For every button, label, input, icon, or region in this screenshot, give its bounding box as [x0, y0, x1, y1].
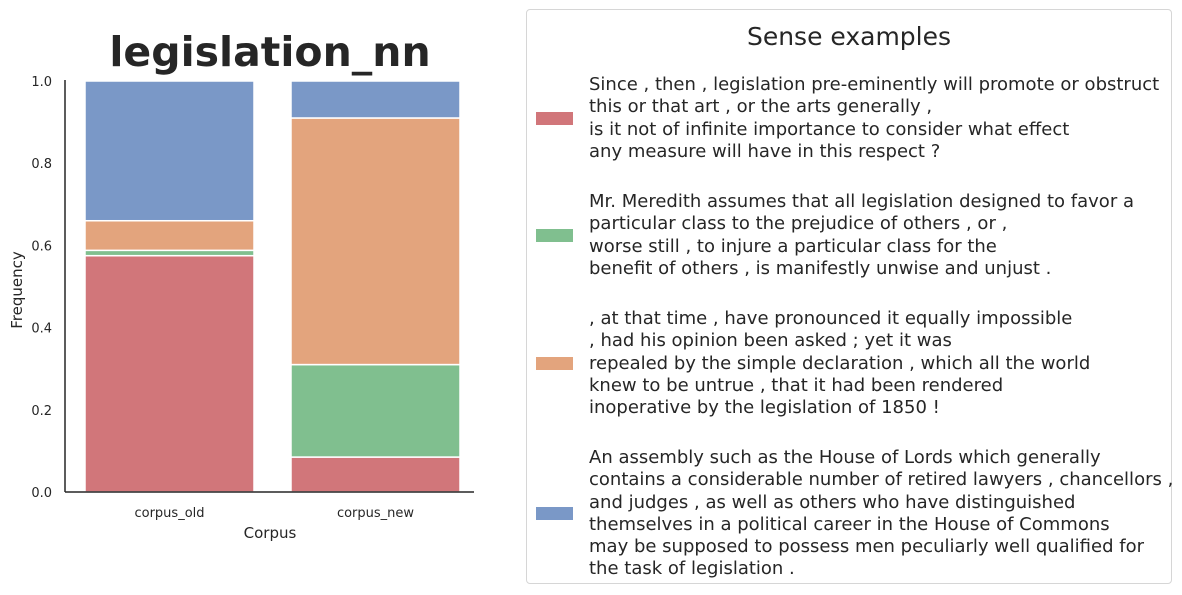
legend-text: Mr. Meredith assumes that all legislatio… [589, 191, 1134, 280]
legend-line: and judges , as well as others who have … [589, 491, 1076, 513]
legend-line: inoperative by the legislation of 1850 ! [589, 397, 940, 419]
chart-title: legislation_nn [109, 28, 430, 76]
x-tick-label: corpus_new [337, 506, 414, 521]
legend-line: An assembly such as the House of Lords w… [589, 447, 1101, 468]
x-axis-ticks: corpus_old corpus_new [134, 506, 414, 521]
legend-line: Since , then , legislation pre-eminently… [589, 74, 1160, 95]
legend-swatch [536, 357, 573, 371]
legend-line: Mr. Meredith assumes that all legislatio… [589, 191, 1134, 212]
legend-text: , at that time , have pronounced it equa… [589, 308, 1090, 419]
x-tick-label: corpus_old [134, 506, 204, 521]
legend-line: themselves in a political career in the … [589, 513, 1110, 535]
y-axis-label: Frequency [8, 251, 26, 329]
legend-line: particular class to the prejudice of oth… [589, 213, 1008, 235]
legend-title: Sense examples [746, 22, 952, 51]
y-tick-label: 0.0 [31, 486, 52, 501]
y-tick-label: 0.4 [31, 322, 52, 337]
legend-line: this or that art , or the arts generally… [589, 96, 933, 118]
legend-text: Since , then , legislation pre-eminently… [589, 74, 1159, 163]
y-tick-label: 0.8 [31, 157, 52, 172]
legend-swatch [536, 507, 573, 521]
legend-swatch [536, 229, 573, 243]
legend-line: repealed by the simple declaration , whi… [589, 352, 1091, 374]
legend-swatch [536, 112, 573, 126]
legend-line: the task of legislation . [589, 558, 795, 580]
bar-segment-corpus_old-1 [84, 254, 255, 493]
legend-line: benefit of others , is manifestly unwise… [589, 257, 1052, 279]
bars-group [84, 80, 461, 493]
y-tick-label: 0.6 [31, 239, 52, 254]
legend-line: may be supposed to possess men peculiarl… [589, 536, 1144, 558]
legend-line: , at that time , have pronounced it equa… [589, 308, 1073, 329]
y-tick-label: 1.0 [31, 75, 52, 90]
bar-segment-corpus_new-1 [290, 456, 461, 493]
legend-line: is it not of infinite importance to cons… [589, 118, 1070, 140]
legend: Sense examples Since , then , legislatio… [526, 9, 1173, 584]
legend-line: worse still , to injure a particular cla… [589, 235, 997, 257]
bar-segment-corpus_old-2 [84, 249, 255, 257]
bar-segment-corpus_new-4 [290, 80, 461, 119]
x-axis-label: Corpus [244, 524, 297, 542]
bar-segment-corpus_old-4 [84, 80, 255, 222]
legend-line: contains a considerable number of retire… [589, 469, 1174, 491]
stacked-bar-chart: legislation_nn 0.0 0.2 0.4 0.6 0.8 1.0 corpus… [8, 28, 474, 542]
y-axis-ticks: 0.0 0.2 0.4 0.6 0.8 1.0 [31, 75, 52, 501]
bar-segment-corpus_new-2 [290, 363, 461, 458]
legend-text: An assembly such as the House of Lords w… [589, 447, 1173, 581]
legend-line: , had his opinion been asked ; yet it wa… [589, 330, 952, 352]
legend-line: knew to be untrue , that it had been ren… [589, 374, 1004, 396]
bar-segment-corpus_new-3 [290, 117, 461, 366]
legend-line: any measure will have in this respect ? [589, 140, 941, 162]
y-tick-label: 0.2 [31, 404, 52, 419]
bar-segment-corpus_old-3 [84, 219, 255, 252]
